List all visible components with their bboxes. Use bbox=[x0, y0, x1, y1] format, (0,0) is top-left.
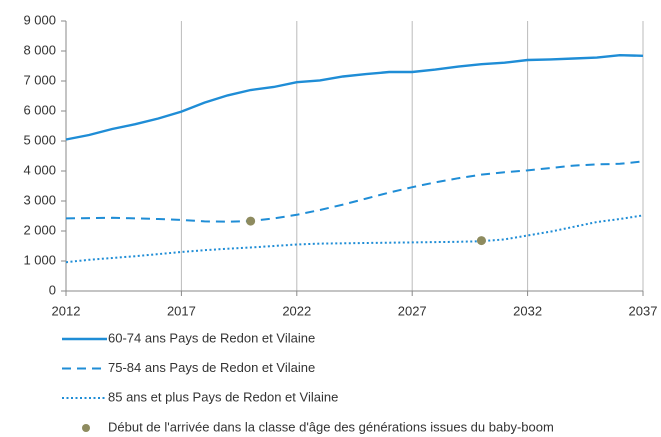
series-line bbox=[65, 160, 644, 223]
y-tick-label: 0 bbox=[49, 282, 56, 297]
x-tick-label: 2012 bbox=[52, 303, 81, 318]
y-tick-label: 4 000 bbox=[23, 162, 56, 177]
y-tick-label: 8 000 bbox=[23, 42, 56, 57]
marker bbox=[246, 216, 256, 226]
y-tick-label: 7 000 bbox=[23, 72, 56, 87]
y-tick-label: 9 000 bbox=[23, 12, 56, 27]
series-line bbox=[65, 53, 644, 141]
y-tick-label: 3 000 bbox=[23, 192, 56, 207]
marker bbox=[476, 236, 486, 246]
series-line bbox=[65, 214, 644, 264]
x-tick-label: 2022 bbox=[282, 303, 311, 318]
legend-swatch bbox=[82, 424, 90, 432]
legend-label: 85 ans et plus Pays de Redon et Vilaine bbox=[108, 389, 338, 404]
y-tick-label: 5 000 bbox=[23, 132, 56, 147]
legend-label: 75-84 ans Pays de Redon et Vilaine bbox=[108, 360, 315, 375]
x-tick-label: 2027 bbox=[398, 303, 427, 318]
y-tick-label: 6 000 bbox=[23, 102, 56, 117]
x-tick-label: 2017 bbox=[167, 303, 196, 318]
legend-label: 60-74 ans Pays de Redon et Vilaine bbox=[108, 330, 315, 345]
x-tick-label: 2037 bbox=[629, 303, 658, 318]
legend-label: Début de l'arrivée dans la classe d'âge … bbox=[108, 419, 554, 434]
y-tick-label: 2 000 bbox=[23, 222, 56, 237]
y-tick-label: 1 000 bbox=[23, 252, 56, 267]
x-tick-label: 2032 bbox=[513, 303, 542, 318]
